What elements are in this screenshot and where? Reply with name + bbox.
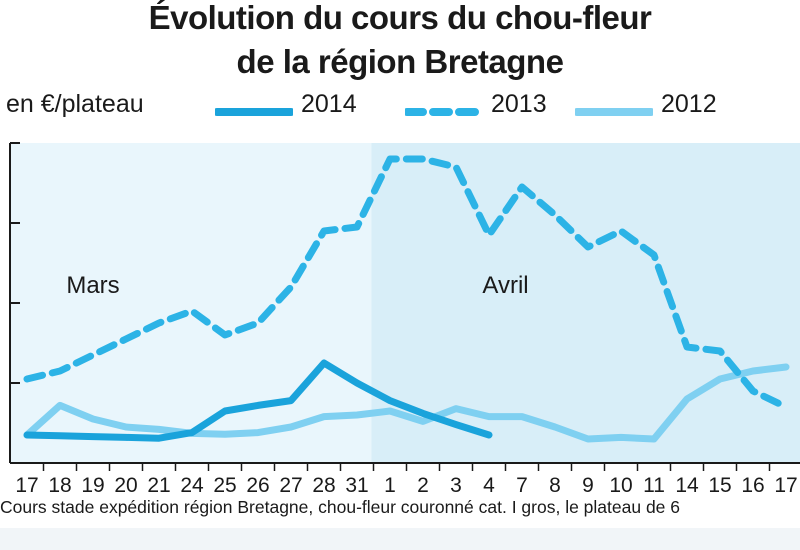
x-tick-label: 9 [582, 474, 594, 497]
x-tick-label: 1 [384, 474, 396, 497]
x-tick-label: 24 [180, 474, 204, 497]
x-tick-label: 21 [147, 474, 170, 497]
x-tick-label: 27 [279, 474, 302, 497]
x-tick-label: 26 [246, 474, 269, 497]
x-tick-label: 4 [483, 474, 495, 497]
legend-label-2012: 2012 [661, 90, 717, 118]
series-line-2013 [23, 155, 790, 411]
legend-label-2014: 2014 [301, 90, 357, 118]
x-tick-label: 20 [114, 474, 137, 497]
line-chart: 17 18 19 20 21 24 25 26 27 28 31 1 2 3 4 7 8 9 10 11 14 15 16 1… [9, 142, 800, 497]
x-tick-label: 3 [450, 474, 462, 497]
x-tick-label: 11 [643, 474, 665, 497]
march-background [10, 143, 372, 463]
month-label: Avril [482, 272, 528, 299]
april-background [371, 143, 800, 463]
x-tick-label: 18 [48, 474, 71, 497]
x-tick-label: 14 [675, 474, 699, 497]
series-line-2012 [23, 363, 790, 443]
bottom-band [0, 528, 800, 550]
x-tick-label: 16 [741, 474, 764, 497]
x-tick-label: 17 [15, 474, 38, 497]
x-tick-label: 31 [345, 474, 368, 497]
x-tick-label: 28 [312, 474, 335, 497]
series-line-2014 [23, 359, 493, 442]
x-tick-label: 10 [609, 474, 632, 497]
x-tick-label: 7 [516, 474, 528, 497]
x-tick-label: 8 [549, 474, 561, 497]
chart-title-line1: Évolution du cours du chou-fleur [148, 0, 652, 36]
legend-swatch-2014 [215, 108, 293, 116]
x-tick-label: 25 [213, 474, 236, 497]
legend-swatch-2013 [405, 108, 483, 116]
source-note: Cours stade expédition région Bretagne, … [0, 497, 681, 517]
y-axis-unit-label: en €/plateau [6, 90, 144, 118]
x-tick-label: 19 [81, 474, 104, 497]
chart-title-line2: de la région Bretagne [236, 43, 564, 80]
x-tick-label: 2 [417, 474, 429, 497]
legend-swatch-2012 [575, 108, 653, 116]
x-tick-label: 15 [708, 474, 731, 497]
legend-label-2013: 2013 [491, 90, 547, 118]
x-tick-label: 17 [774, 474, 797, 497]
month-label: Mars [66, 272, 119, 299]
